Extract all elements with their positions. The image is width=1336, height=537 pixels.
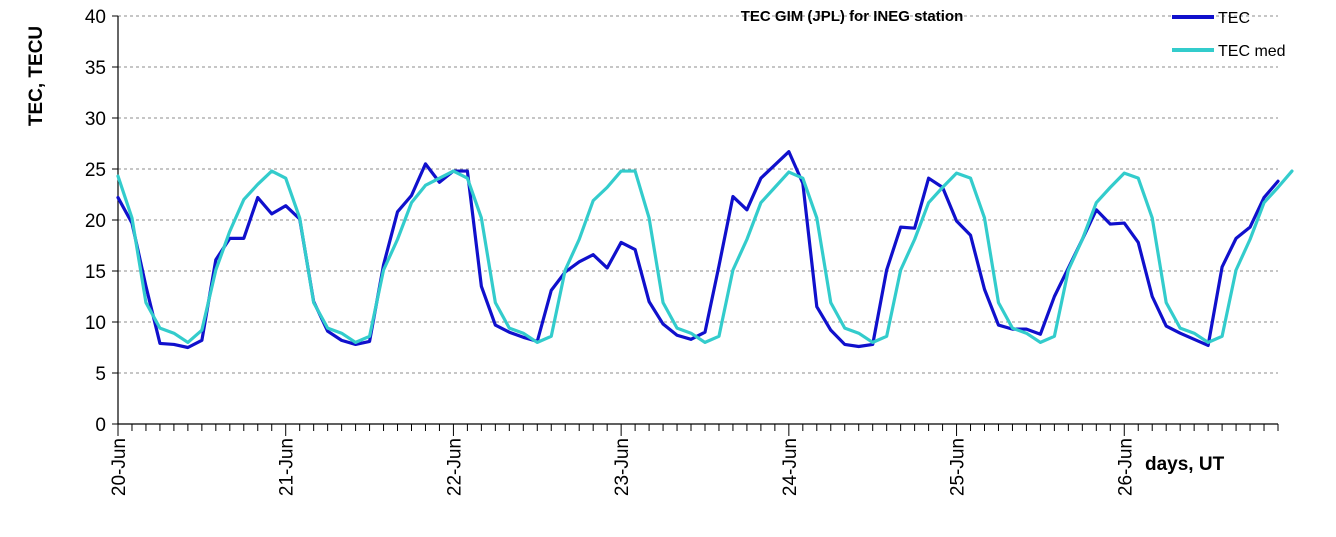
y-tick-label-15: 15 (85, 262, 106, 283)
x-axis-label: days, UT (1145, 454, 1225, 475)
y-tick-label-25: 25 (85, 160, 106, 181)
y-tick-label-30: 30 (85, 109, 106, 130)
x-tick-label-26-Jun: 26-Jun (1115, 438, 1136, 496)
x-tick-label-21-Jun: 21-Jun (277, 438, 298, 496)
y-tick-label-20: 20 (85, 211, 106, 232)
chart-title: TEC GIM (JPL) for INEG station (741, 8, 964, 25)
legend-label-tec: TEC (1218, 10, 1250, 27)
x-tick-label-23-Jun: 23-Jun (612, 438, 633, 496)
y-tick-label-0: 0 (95, 415, 106, 436)
legend-label-tec-med: TEC med (1218, 43, 1286, 60)
x-tick-label-24-Jun: 24-Jun (780, 438, 801, 496)
series-line-tec-med (116, 169, 1294, 344)
x-ticks: 20-Jun 21-Jun 22-Jun 23-Jun 24-Jun 25-Jun 26-J… (109, 424, 1279, 496)
y-tick-label-35: 35 (85, 58, 106, 79)
x-tick-label-22-Jun: 22-Jun (444, 438, 465, 496)
grid-lines (118, 15, 1278, 374)
y-axis-label: TEC, TECU (26, 26, 47, 126)
x-tick-label-20-Jun: 20-Jun (109, 438, 130, 496)
x-tick-label-25-Jun: 25-Jun (948, 438, 969, 496)
y-tick-label-5: 5 (95, 364, 106, 385)
legend: TEC TEC med (1172, 10, 1286, 60)
y-tick-label-40: 40 (85, 7, 106, 28)
y-tick-labels: 0 5 10 15 20 25 30 35 40 (85, 7, 118, 436)
series-line-tec (116, 150, 1280, 350)
series (116, 150, 1294, 350)
y-tick-label-10: 10 (85, 313, 106, 334)
